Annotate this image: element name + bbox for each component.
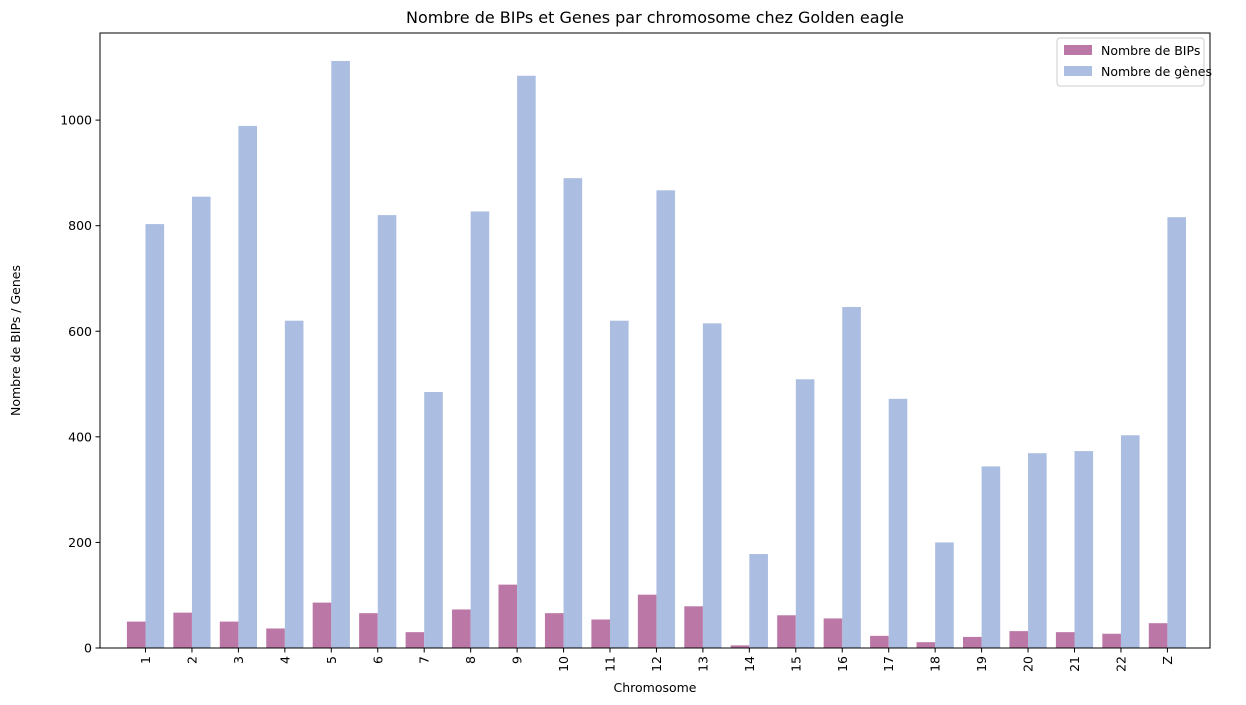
bar-genes-chr-5 [331,60,350,649]
legend-swatch-genes [1064,66,1092,76]
y-tick-label: 400 [68,429,92,444]
bar-genes-chr-17 [888,398,908,648]
bar-bips-chr-6 [359,613,378,648]
bar-bips-chr-10 [544,613,564,648]
x-tick-label: 22 [1113,656,1128,672]
x-tick-label: 12 [649,656,664,672]
bar-genes-chr-16 [842,306,861,648]
bar-bips-chr-11 [591,619,610,648]
x-tick-label: 9 [510,656,525,664]
bar-bips-chr-8 [452,609,471,648]
x-tick-label: 14 [742,656,757,672]
bar-genes-chr-21 [1074,451,1094,648]
y-tick-label: 800 [68,218,92,233]
x-tick-label: 5 [324,656,339,664]
x-tick-label: 15 [788,656,803,672]
x-tick-label: 8 [463,656,478,664]
chart-title: Nombre de BIPs et Genes par chromosome c… [406,8,904,27]
bar-genes-chr-20 [1028,453,1047,648]
bar-genes-chr-4 [284,320,304,648]
bar-genes-chr-10 [563,178,583,649]
y-tick-label: 1000 [60,113,92,128]
bar-bips-chr-13 [684,606,703,648]
legend-swatch-bips [1064,45,1092,55]
bar-bips-chr-1 [126,621,146,648]
x-tick-label: 7 [417,656,432,664]
bar-genes-chr-22 [1120,435,1140,648]
x-tick-label: 21 [1067,656,1082,672]
x-axis-label: Chromosome [613,680,696,695]
bar-bips-chr-20 [1009,631,1029,648]
x-tick-label: 10 [556,656,571,672]
bar-bips-chr-5 [312,602,332,648]
x-tick-label: Z [1160,656,1175,665]
bar-bips-chr-19 [963,636,982,648]
bar-bips-chr-16 [823,618,843,648]
bar-bips-chr-9 [498,584,518,648]
bar-genes-chr-13 [702,323,722,648]
x-tick-label: 2 [184,656,199,664]
y-axis: 0 200 400 600 800 1000 [60,113,100,656]
y-tick-label: 200 [68,535,92,550]
bar-genes-chr-18 [935,542,954,648]
plot-frame [99,32,1211,649]
bar-bips-chr-22 [1102,633,1121,648]
bar-genes-chr-15 [795,379,815,648]
bar-genes-chr-12 [656,190,676,648]
bar-bips-chr-17 [870,635,889,648]
bar-genes-chr-8 [470,211,490,648]
x-tick-label: 3 [231,656,246,664]
x-tick-label: 6 [370,656,385,664]
bar-genes-chr-9 [517,75,536,648]
bar-genes-chr-Z [1167,217,1186,649]
bar-genes-chr-1 [145,224,165,648]
y-axis-label: Nombre de BIPs / Genes [8,265,23,416]
x-tick-label: 11 [603,656,618,672]
bar-bips-chr-21 [1055,632,1075,648]
x-tick-label: 17 [881,656,896,672]
legend-frame [1056,37,1205,87]
y-tick-label: 600 [68,324,92,339]
y-tick-label: 0 [84,641,92,656]
bar-bips-chr-4 [266,628,285,648]
x-tick-label: 16 [835,656,850,672]
bar-genes-chr-19 [981,466,1001,648]
bar-genes-chr-6 [377,215,397,648]
bar-bips-chr-15 [777,615,796,648]
legend: Nombre de BIPs Nombre de gènes [1056,37,1212,87]
bar-genes-chr-3 [238,125,257,648]
x-tick-label: 13 [695,656,710,672]
bar-bips-chr-12 [637,594,657,648]
x-tick-label: 19 [974,656,989,672]
bar-bips-chr-Z [1148,623,1168,648]
bar-genes-chr-11 [610,320,629,648]
legend-label-bips: Nombre de BIPs [1101,43,1200,58]
bar-bips-chr-3 [219,621,239,648]
bar-genes-chr-2 [191,196,211,648]
x-tick-label: 20 [1021,656,1036,672]
bar-bips-chr-14 [730,645,750,648]
x-tick-label: 4 [277,656,292,664]
bar-genes-chr-14 [749,554,768,648]
bar-bips-chr-7 [405,632,425,648]
legend-label-genes: Nombre de gènes [1101,64,1212,79]
bar-genes-chr-7 [424,391,443,648]
x-tick-label: 1 [138,656,153,664]
bars-layer [126,60,1186,649]
bar-bips-chr-18 [916,642,936,648]
x-tick-label: 18 [928,656,943,672]
x-axis: 1 2 3 4 5 6 7 8 9 10 11 12 13 14 15 16 17 18 19 20 21 22 Z [138,648,1175,672]
bar-bips-chr-2 [173,612,192,648]
